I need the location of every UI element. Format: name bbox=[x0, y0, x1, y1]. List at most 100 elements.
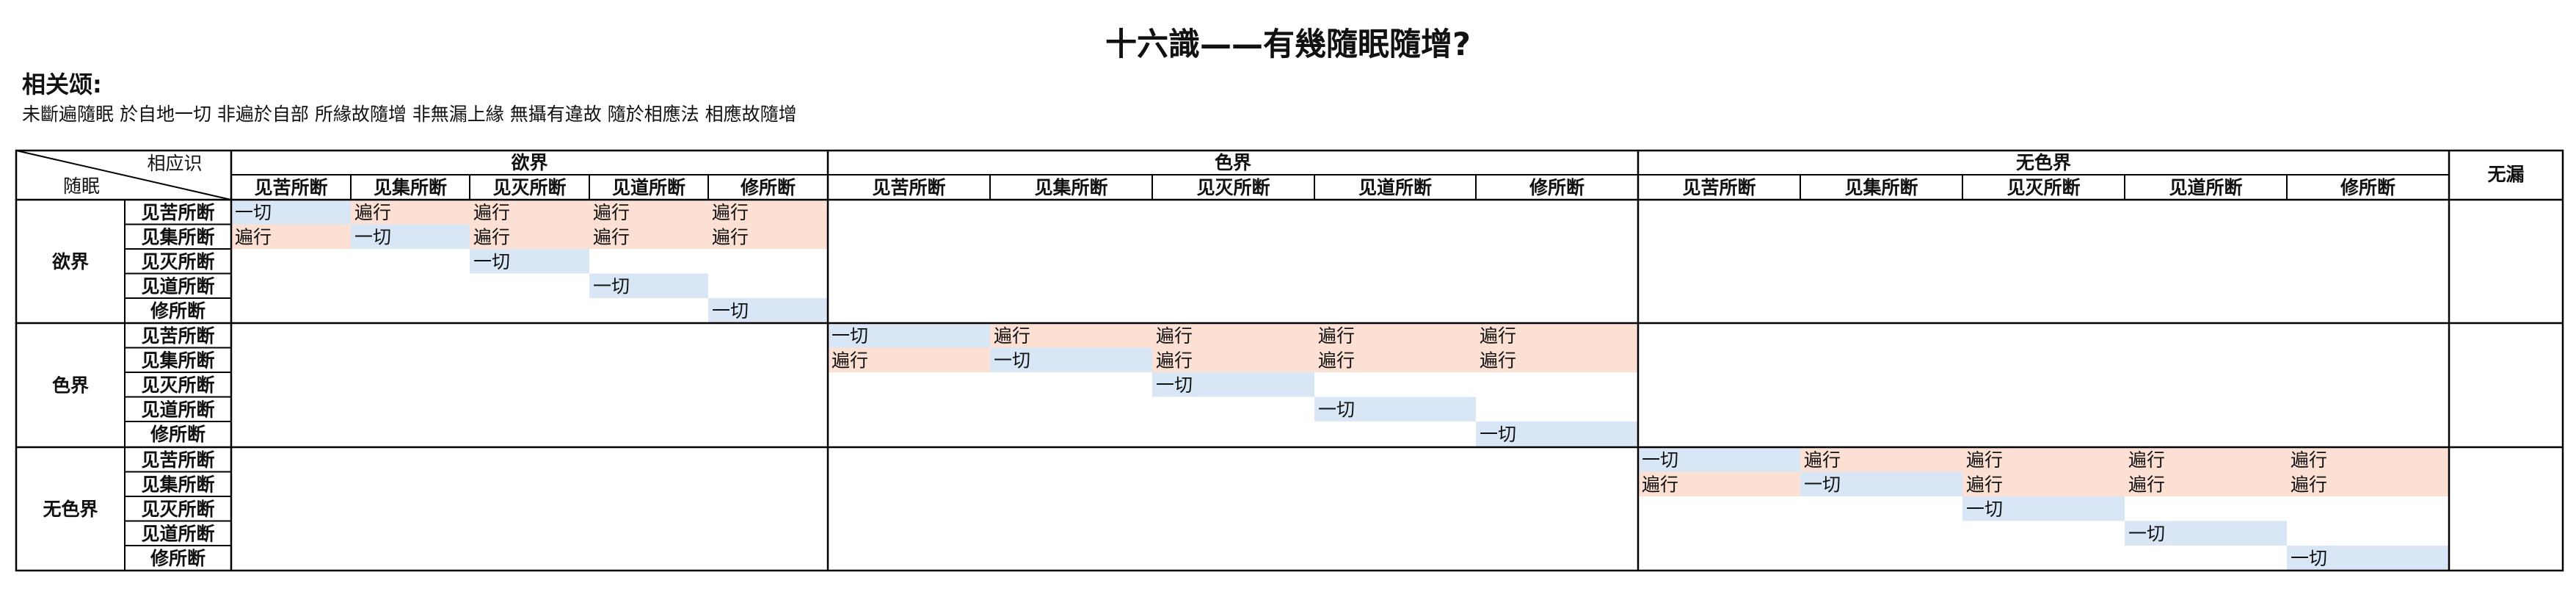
cell-fill bbox=[1476, 421, 1638, 446]
cell-value: 遍行 bbox=[2128, 474, 2165, 496]
cell-fill bbox=[1314, 347, 1476, 372]
cell-value: 遍行 bbox=[473, 202, 510, 223]
cell-fill bbox=[2125, 521, 2287, 546]
cell-value: 一切 bbox=[994, 350, 1030, 372]
cell-fill bbox=[990, 347, 1152, 372]
cell-fill bbox=[828, 347, 990, 372]
cell-fill bbox=[589, 200, 708, 225]
cell-fill bbox=[1476, 323, 1638, 348]
cell-fill bbox=[470, 224, 589, 249]
row-category-label: 见苦所断 bbox=[141, 202, 214, 223]
cell-fill bbox=[1314, 397, 1476, 421]
header-category-label: 见苦所断 bbox=[872, 177, 945, 198]
cell-value: 一切 bbox=[2291, 548, 2327, 569]
cell-value: 一切 bbox=[473, 251, 510, 272]
header-realm-label: 无色界 bbox=[2016, 152, 2071, 173]
cell-fill bbox=[1962, 496, 2125, 521]
cell-fill bbox=[351, 200, 470, 225]
cell-value: 一切 bbox=[1156, 374, 1193, 396]
row-category-label: 修所断 bbox=[150, 424, 205, 445]
row-category-label: 修所断 bbox=[150, 300, 205, 322]
cell-value: 遍行 bbox=[473, 227, 510, 248]
cell-fill bbox=[1800, 471, 1962, 496]
row-category-label: 见集所断 bbox=[141, 350, 214, 372]
row-category-label: 见集所断 bbox=[141, 227, 214, 248]
header-category-label: 见道所断 bbox=[1358, 177, 1432, 198]
cell-fill bbox=[2287, 546, 2449, 571]
header-category-label: 见灭所断 bbox=[1196, 177, 1270, 198]
cell-fill bbox=[1962, 471, 2125, 496]
cell-value: 遍行 bbox=[235, 227, 272, 248]
cell-fill bbox=[828, 323, 990, 348]
cell-value: 一切 bbox=[712, 300, 749, 322]
cell-fill bbox=[1152, 347, 1314, 372]
cell-value: 遍行 bbox=[1804, 449, 1841, 471]
cell-value: 一切 bbox=[1642, 449, 1678, 471]
cell-value: 一切 bbox=[1966, 499, 2003, 520]
corner-diagonal bbox=[15, 150, 232, 200]
cell-fill bbox=[470, 249, 589, 274]
header-category-label: 见苦所断 bbox=[1682, 177, 1755, 198]
cell-value: 遍行 bbox=[1966, 474, 2003, 496]
cell-fill bbox=[708, 200, 828, 225]
cell-value: 遍行 bbox=[1318, 350, 1355, 372]
cell-fill bbox=[1800, 447, 1962, 472]
cell-fill bbox=[351, 224, 470, 249]
row-category-label: 见灭所断 bbox=[141, 499, 214, 520]
row-category-label: 见集所断 bbox=[141, 474, 214, 496]
cell-value: 遍行 bbox=[1480, 325, 1516, 347]
table-frame bbox=[15, 149, 2564, 572]
cell-fill bbox=[1638, 447, 1800, 472]
corner-label-bottom: 随眠 bbox=[63, 175, 100, 197]
header-realm-label: 色界 bbox=[1215, 152, 1251, 173]
cell-fill bbox=[1152, 323, 1314, 348]
cell-value: 遍行 bbox=[832, 350, 868, 372]
cell-fill bbox=[1962, 447, 2125, 472]
row-realm-label: 无色界 bbox=[43, 499, 98, 520]
header-category-label: 见灭所断 bbox=[492, 177, 566, 198]
header-realm-label: 欲界 bbox=[510, 152, 547, 173]
cell-fill bbox=[708, 224, 828, 249]
cell-fill bbox=[231, 224, 351, 249]
row-category-label: 见道所断 bbox=[141, 276, 214, 297]
header-category-label: 见灭所断 bbox=[2006, 177, 2080, 198]
cell-value: 一切 bbox=[1804, 474, 1841, 496]
cell-fill bbox=[470, 200, 589, 225]
cell-fill bbox=[2125, 471, 2287, 496]
cell-fill bbox=[1314, 323, 1476, 348]
cell-value: 一切 bbox=[832, 325, 868, 347]
cell-value: 遍行 bbox=[1156, 325, 1193, 347]
header-category-label: 见集所断 bbox=[1844, 177, 1918, 198]
cell-value: 遍行 bbox=[2291, 474, 2327, 496]
cell-value: 遍行 bbox=[2291, 449, 2327, 471]
cell-value: 遍行 bbox=[2128, 449, 2165, 471]
page-title: 十六識——有幾隨眠隨增? bbox=[1105, 26, 1471, 63]
cell-value: 一切 bbox=[593, 276, 630, 297]
cell-value: 遍行 bbox=[1480, 350, 1516, 372]
cell-fill bbox=[2287, 447, 2449, 472]
header-category-label: 修所断 bbox=[1529, 177, 1584, 198]
cell-fill bbox=[589, 224, 708, 249]
cell-value: 遍行 bbox=[1642, 474, 1678, 496]
cell-value: 遍行 bbox=[1318, 325, 1355, 347]
cell-value: 一切 bbox=[2128, 524, 2165, 545]
header-category-label: 见道所断 bbox=[612, 177, 685, 198]
header-category-label: 见道所断 bbox=[2169, 177, 2242, 198]
cell-fill bbox=[1476, 347, 1638, 372]
cell-value: 一切 bbox=[1318, 399, 1355, 421]
cell-fill bbox=[1638, 471, 1800, 496]
row-category-label: 见苦所断 bbox=[141, 325, 214, 347]
row-category-label: 见苦所断 bbox=[141, 449, 214, 471]
cell-value: 遍行 bbox=[1156, 350, 1193, 372]
cell-value: 遍行 bbox=[712, 202, 749, 223]
corner-label-top: 相应识 bbox=[147, 153, 202, 174]
row-realm-label: 色界 bbox=[52, 375, 89, 397]
row-category-label: 见灭所断 bbox=[141, 374, 214, 396]
header-category-label: 见集所断 bbox=[374, 177, 447, 198]
cell-value: 一切 bbox=[1480, 424, 1516, 445]
cell-fill bbox=[589, 273, 708, 298]
verse-text: 未斷遍隨眠 於自地一切 非遍於自部 所緣故隨增 非無漏上緣 無攝有違故 隨於相應… bbox=[22, 104, 797, 125]
header-category-label: 修所断 bbox=[2340, 177, 2395, 198]
row-realm-label: 欲界 bbox=[51, 251, 89, 272]
verse-label: 相关颂: bbox=[22, 70, 102, 98]
